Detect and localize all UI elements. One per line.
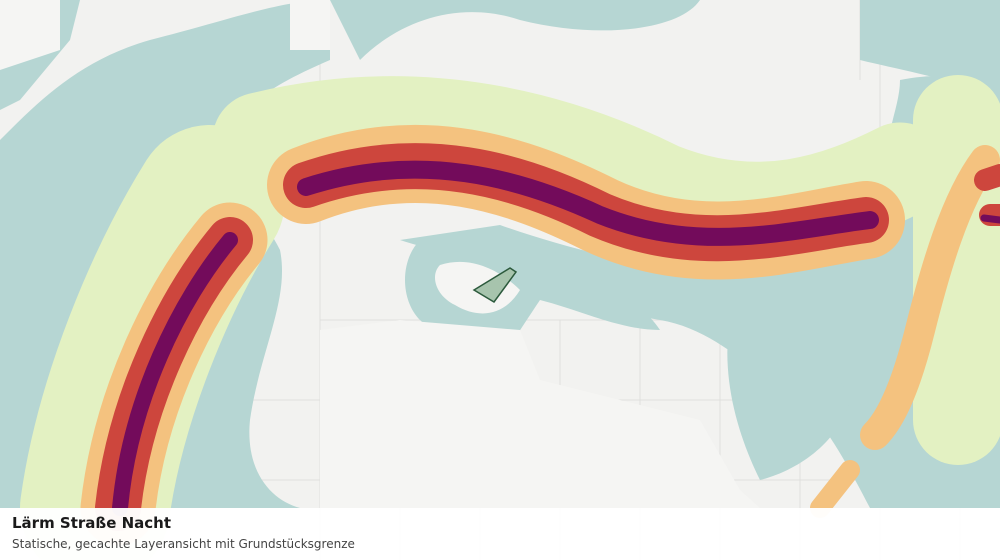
caption-panel: Lärm Straße Nacht Statische, gecachte La…: [0, 508, 1000, 560]
noise-bands: [20, 75, 1000, 560]
layer-title: Lärm Straße Nacht: [12, 514, 172, 532]
parcel-boundary[interactable]: [472, 267, 518, 303]
layer-subtitle: Statische, gecachte Layeransicht mit Gru…: [12, 537, 355, 551]
